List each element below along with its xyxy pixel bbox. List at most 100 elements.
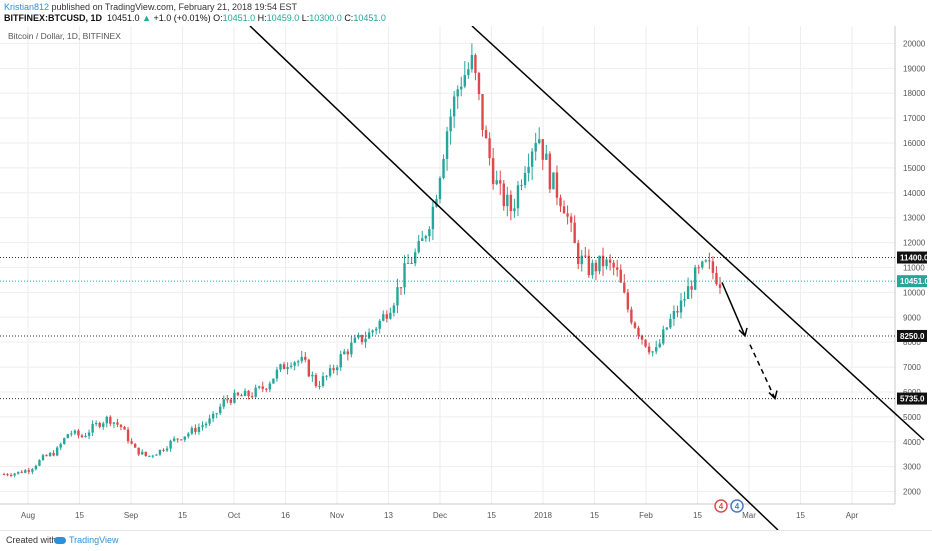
candle-body [569, 216, 573, 223]
candle-body [577, 243, 580, 265]
candle-body [715, 272, 718, 285]
candle-body [261, 386, 264, 389]
publish-header: Kristian812 published on TradingView.com… [0, 0, 932, 26]
y-tick-label: 2000 [903, 488, 921, 497]
candle-body [293, 362, 296, 366]
candle-body [566, 213, 569, 217]
candle-body [126, 429, 130, 442]
candle-body [506, 194, 509, 207]
candle-body [335, 367, 339, 371]
author-link[interactable]: Kristian812 [4, 2, 50, 12]
x-tick-label: 13 [384, 511, 393, 520]
x-tick-label: Mar [742, 511, 756, 520]
candle-body [523, 172, 527, 186]
y-tick-label: 8000 [903, 338, 921, 347]
candle-body [552, 172, 555, 190]
candle-body [155, 454, 158, 456]
price-label-box [897, 329, 927, 342]
candle-body [431, 206, 435, 230]
candle-body [339, 354, 342, 368]
close-label: C: [344, 13, 354, 23]
candle-body [229, 399, 233, 403]
candle-body [378, 320, 381, 329]
candle-body [410, 262, 413, 264]
candle-body [644, 339, 647, 347]
y-tick-label: 19000 [903, 64, 926, 73]
candle-body [98, 422, 101, 427]
candle-body [658, 343, 661, 348]
chart-background [0, 26, 932, 530]
high-value: 10459.0 [266, 13, 300, 23]
candle-body [520, 185, 523, 187]
candle-body [6, 474, 9, 476]
price-label-box [897, 251, 927, 264]
candle-body [598, 255, 601, 272]
candle-body [34, 465, 38, 470]
candle-body [91, 424, 94, 433]
candle-body [151, 455, 155, 457]
candle-body [509, 194, 513, 212]
candle-body [16, 471, 20, 474]
candle-body [325, 375, 328, 377]
candle-body [63, 438, 66, 444]
candle-body [669, 318, 672, 328]
candle-body [438, 177, 442, 200]
candle-body [350, 342, 353, 355]
candle-body [282, 364, 286, 370]
candle-body [183, 436, 186, 440]
x-tick-label: 16 [281, 511, 290, 520]
tradingview-logo[interactable]: TradingView [54, 535, 119, 545]
y-tick-label: 7000 [903, 363, 921, 372]
candle-body [612, 262, 615, 268]
candle-body [633, 322, 637, 328]
candle-body [236, 392, 240, 396]
y-tick-label: 10000 [903, 288, 926, 297]
y-tick-label: 14000 [903, 189, 926, 198]
published-text: published on TradingView.com, February 2… [49, 2, 298, 12]
price-label-text: 11400.0 [900, 254, 929, 263]
candle-body [460, 86, 463, 90]
candle-body [637, 327, 640, 336]
candle-body [45, 455, 48, 457]
candle-body [247, 390, 250, 397]
candle-body [162, 449, 165, 451]
x-tick-label: 15 [487, 511, 496, 520]
candle-body [240, 395, 243, 397]
candle-body [141, 451, 144, 455]
candle-body [311, 374, 314, 377]
last-price: 10451.0 [107, 13, 140, 23]
candle-body [693, 267, 697, 290]
candle-body [424, 236, 428, 239]
y-tick-label: 3000 [903, 463, 921, 472]
price-label-box [897, 392, 927, 405]
candle-body [608, 259, 612, 263]
candle-body [679, 300, 683, 313]
candle-body [662, 329, 665, 344]
candle-body [701, 261, 704, 268]
candle-body [94, 422, 98, 425]
candle-body [73, 430, 77, 434]
candle-body [105, 416, 108, 424]
footer: Created with TradingView [0, 530, 932, 551]
brand-text: TradingView [69, 535, 119, 545]
candle-body [279, 364, 282, 370]
chart-canvas[interactable]: 2000 3000 4000 5000 6000 7000 8000 9000 10000 110… [0, 26, 932, 530]
candle-body [169, 440, 172, 449]
candle-body [233, 392, 236, 403]
candle-body [442, 158, 445, 178]
candle-body [222, 399, 225, 407]
candle-body [31, 469, 34, 472]
candle-body [718, 284, 722, 288]
candle-body [452, 96, 456, 117]
candle-body [87, 432, 91, 436]
candle-body [548, 153, 552, 190]
candle-body [258, 386, 261, 388]
y-tick-label: 5000 [903, 413, 921, 422]
candle-body [676, 311, 679, 313]
price-chart[interactable]: 2000 3000 4000 5000 6000 7000 8000 9000 10000 110… [0, 26, 932, 530]
open-label: O: [213, 13, 223, 23]
price-label-text: 5735.0 [900, 395, 925, 404]
candle-body [704, 260, 708, 262]
candle-body [406, 262, 410, 264]
candle-body [651, 351, 654, 353]
